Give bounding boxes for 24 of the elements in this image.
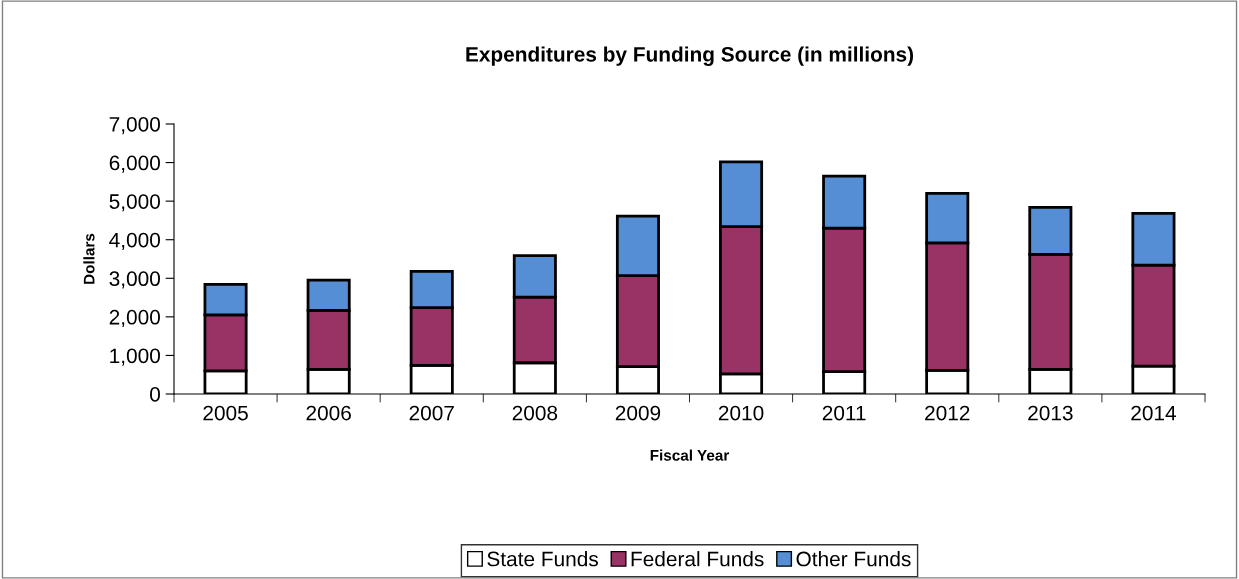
- x-axis-title: Fiscal Year: [650, 449, 730, 461]
- x-tick-label: 2013: [1028, 405, 1073, 421]
- legend-label: Federal Funds: [631, 551, 764, 567]
- y-tick-label: 4,000: [109, 232, 160, 250]
- legend-label: Other Funds: [796, 551, 911, 567]
- y-tick-label: 0: [150, 387, 160, 402]
- x-tick-label: 2007: [409, 405, 454, 421]
- x-tick-label: 2009: [615, 405, 661, 421]
- legend-label: State Funds: [487, 551, 598, 567]
- y-tick-label: 5,000: [109, 194, 160, 212]
- x-tick-label: 2014: [1131, 405, 1177, 421]
- y-axis-title: Dollars: [83, 233, 95, 284]
- chart-title: Expenditures by Funding Source (in millions): [466, 46, 914, 66]
- x-tick-label: 2008: [512, 405, 558, 421]
- x-tick-label: 2010: [718, 405, 764, 421]
- x-tick-label: 2005: [203, 405, 248, 421]
- y-tick-label: 2,000: [109, 309, 160, 328]
- y-tick-label: 3,000: [109, 271, 160, 289]
- x-tick-label: 2006: [306, 405, 351, 421]
- x-tick-label: 2011: [822, 405, 866, 421]
- y-tick-label: 7,000: [109, 117, 160, 135]
- x-tick-label: 2012: [925, 405, 970, 421]
- y-tick-label: 6,000: [109, 155, 160, 173]
- y-tick-label: 1,000: [110, 348, 160, 366]
